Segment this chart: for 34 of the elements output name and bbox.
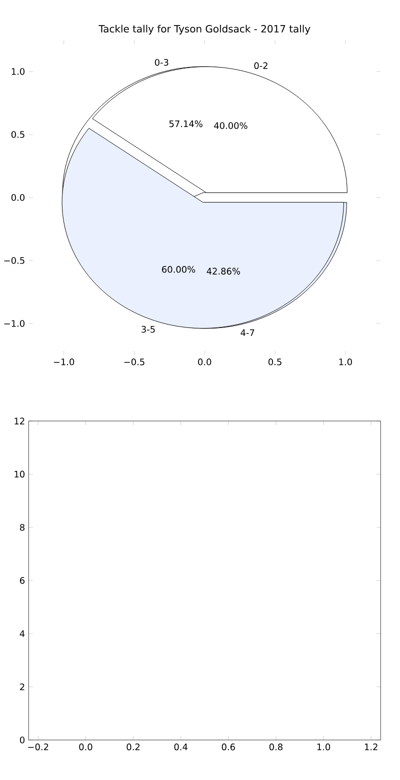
x-tick-label: −0.5	[124, 358, 145, 366]
chart-title: Tackle tally for Tyson Goldsack - 2017 tally	[98, 24, 310, 34]
y-tick-label: 10	[14, 470, 25, 478]
x-tick-label: 0.4	[174, 744, 188, 750]
y-tick-label: −1.0	[4, 320, 25, 327]
y-tick-label: 6	[20, 577, 25, 584]
y-tick-label: 0.0	[12, 194, 25, 201]
y-tick-label: −0.5	[4, 257, 24, 264]
data-label: 40.00%	[214, 122, 248, 129]
y-tick-label: 0.5	[12, 131, 24, 138]
slice-label: 3-5	[142, 326, 155, 333]
x-tick-label: 0.2	[126, 744, 140, 750]
x-tick-label: 0.0	[198, 358, 212, 366]
slice-label: 0-2	[254, 62, 268, 70]
data-label: 42.86%	[206, 268, 240, 275]
y-tick-label: 0	[20, 736, 25, 744]
x-tick-label: 0.0	[79, 744, 92, 750]
x-tick-label: 0.5	[268, 358, 282, 366]
x-tick-label: −0.2	[28, 744, 48, 750]
y-tick-label: 2	[20, 684, 24, 690]
y-tick-label: 12	[14, 418, 24, 424]
x-tick-label: 0.8	[270, 744, 283, 750]
x-tick-label: 0.6	[222, 744, 236, 750]
slice-label: 0-3	[155, 58, 168, 66]
y-tick-label: 8	[20, 524, 25, 531]
x-tick-label: 1.0	[339, 358, 352, 366]
x-tick-label: 1.2	[365, 744, 378, 750]
y-tick-label: 4	[20, 630, 25, 637]
x-tick-label: −1.0	[54, 358, 74, 366]
x-tick-label: 1.0	[318, 744, 330, 750]
slice-label: 4-7	[240, 329, 254, 336]
data-label: 60.00%	[162, 266, 196, 273]
y-tick-label: 1.0	[12, 68, 25, 75]
data-label: 57.14%	[170, 120, 203, 128]
